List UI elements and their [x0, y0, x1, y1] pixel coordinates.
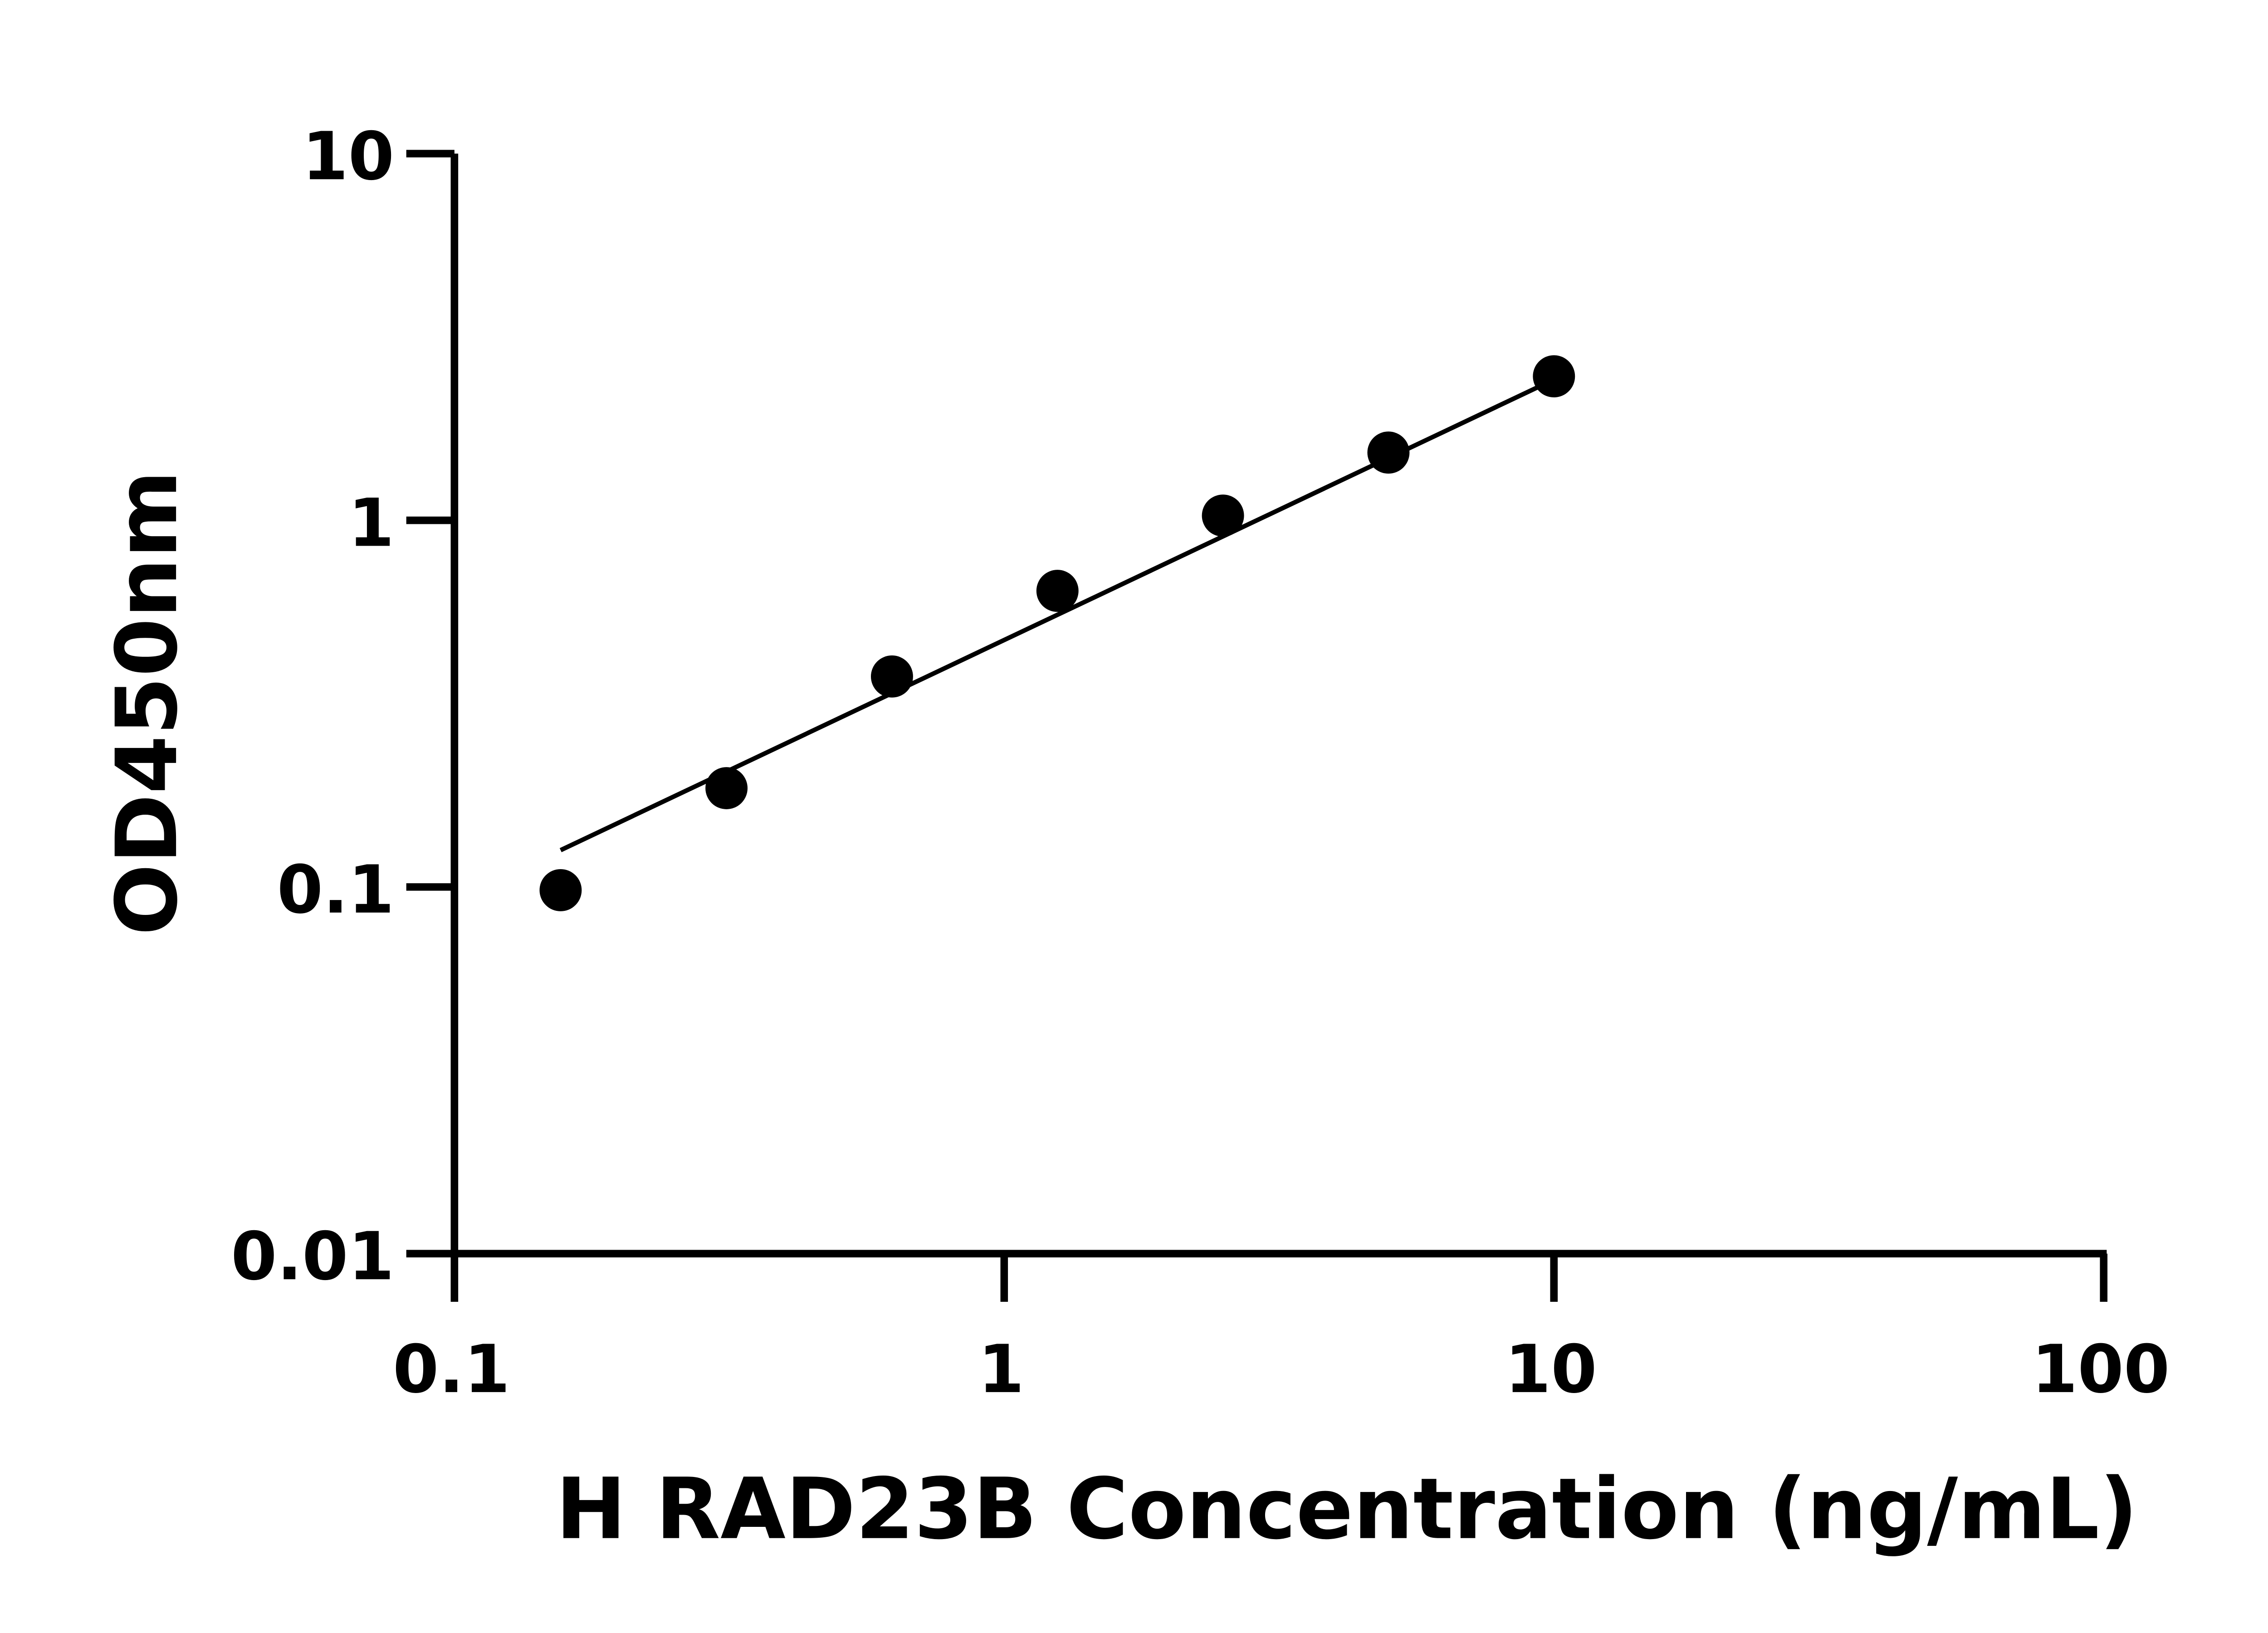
- data-points: [539, 355, 1575, 911]
- x-tick-label: 1: [978, 1331, 1024, 1408]
- data-point: [870, 655, 913, 698]
- x-tick-label: 0.1: [393, 1331, 510, 1408]
- data-point: [705, 767, 748, 809]
- y-tick-label: 0.01: [231, 1218, 394, 1295]
- y-tick-label: 0.1: [277, 852, 395, 929]
- y-tick-label: 1: [348, 485, 395, 562]
- x-axis-label: H RAD23B Concentration (ng/mL): [556, 1460, 2138, 1558]
- data-point: [1202, 494, 1244, 537]
- axes: 0.1 1 10 100 0.01 0.1 1 10: [231, 118, 2170, 1408]
- data-point: [539, 869, 582, 911]
- y-axis-label: OD450nm: [98, 470, 196, 936]
- data-point: [1036, 570, 1079, 612]
- y-tick-label: 10: [302, 118, 394, 195]
- data-point: [1367, 431, 1410, 474]
- x-tick-label: 10: [1505, 1331, 1597, 1408]
- x-tick-label: 100: [2032, 1331, 2170, 1408]
- data-point: [1533, 355, 1575, 398]
